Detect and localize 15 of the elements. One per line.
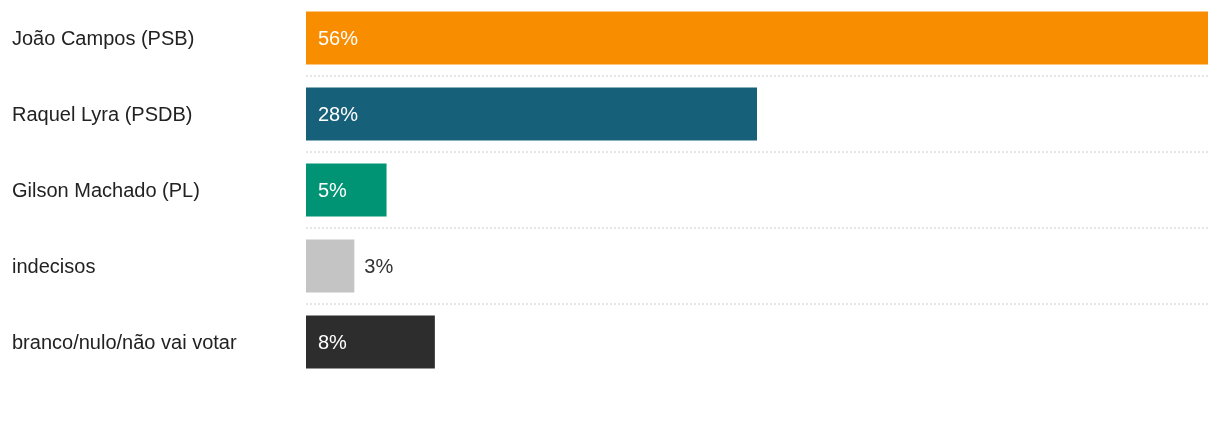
bar bbox=[306, 315, 435, 369]
bar bbox=[306, 239, 355, 293]
data-label: 8% bbox=[318, 330, 348, 353]
y-tick-label: João Campos (PSB) bbox=[12, 27, 195, 49]
y-tick-label: Raquel Lyra (PSDB) bbox=[12, 103, 193, 125]
y-tick-label: Gilson Machado (PL) bbox=[12, 179, 200, 201]
data-label: 56% bbox=[318, 26, 359, 49]
bar bbox=[306, 163, 387, 217]
bar bbox=[306, 11, 1208, 65]
bar bbox=[306, 87, 757, 141]
y-tick-label: indecisos bbox=[12, 255, 96, 277]
data-label: 3% bbox=[364, 254, 394, 277]
data-label: 28% bbox=[318, 102, 359, 125]
data-label: 5% bbox=[318, 178, 348, 201]
y-tick-label: branco/nulo/não vai votar bbox=[12, 331, 237, 353]
